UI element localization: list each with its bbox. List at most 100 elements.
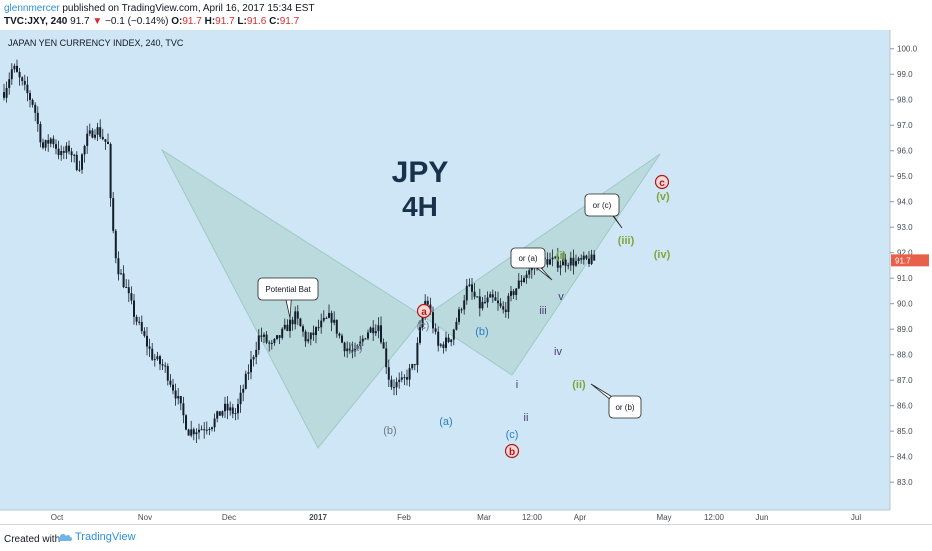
candle-body [161,364,164,366]
candle-body [328,312,330,318]
candle-body [351,350,354,352]
candle-body [125,287,128,289]
candle-body [507,295,510,313]
candle-body [499,303,502,307]
candle-body [367,332,369,339]
candle-body [556,256,559,268]
candle-body [172,384,174,391]
candle-body [432,312,434,329]
price-tick-label: 96.0 [897,147,913,156]
time-axis[interactable] [0,510,890,524]
candle-body [21,77,24,81]
candle-body [83,145,86,155]
wave-label: i [516,379,518,391]
candle-body [221,411,224,416]
candle-body [16,65,18,73]
wave-label: (b) [383,425,396,437]
author-link[interactable]: glennmercer [4,3,60,14]
candle-body [554,256,557,258]
candle-body [476,296,479,298]
candle-body [320,320,323,328]
candle-body [307,339,310,342]
candle-body [489,294,492,298]
candle-body [400,377,403,380]
candle-body [239,392,242,405]
candle-body [325,317,328,319]
candle-body [44,140,47,148]
candle-body [179,396,182,404]
candle-body [185,415,187,430]
candle-body [273,339,276,343]
candle-body [57,148,60,156]
candle-body [29,93,31,100]
candle-body [359,341,362,346]
price-tick-label: 99.0 [897,70,913,79]
candle-body [341,335,343,343]
candle-body [112,198,115,231]
wave-label: a [421,307,427,318]
candle-body [114,230,117,259]
candle-body [200,429,203,431]
last-price-tag [891,254,929,267]
candle-body [419,327,421,343]
candle-body [192,429,195,435]
price-tick-label: 91.0 [897,274,913,283]
candle-body [517,280,520,289]
price-tick-label: 85.0 [897,427,913,436]
wave-label: (iv) [654,249,671,261]
price-change: −0.1 (−0.14%) [105,16,169,27]
wave-label: v [558,291,564,303]
candle-body [361,338,364,342]
low-value: 91.6 [246,16,267,27]
candle-body [445,337,447,348]
candle-body [549,259,551,265]
callout-fill [512,249,544,267]
price-chart[interactable]: JAPAN YEN CURRENCY INDEX, 240, TVC JPY 4… [0,30,932,524]
candle-body [512,291,515,296]
candle-body [237,404,239,414]
candle-body [99,127,102,137]
time-tick-label: 12:00 [704,513,725,522]
high-label: H: [204,16,216,27]
candle-body [164,365,167,367]
price-tick-label: 93.0 [897,223,913,232]
cloud-icon [58,533,72,541]
candle-body [546,259,549,265]
candle-body [88,130,91,134]
candle-body [252,357,255,360]
wave-label: (v) [656,191,670,203]
candle-body [130,293,133,301]
wave-label: (i) [556,250,567,262]
callout-text: or (c) [593,201,612,210]
price-tick-label: 84.0 [897,453,913,462]
candle-body [234,413,237,415]
candle-body [73,154,76,156]
candle-body [177,396,180,399]
candle-body [94,134,96,138]
tradingview-brand[interactable]: TradingView [58,531,136,543]
candle-body [117,258,120,275]
candle-body [562,259,564,266]
candle-body [26,84,29,94]
price-axis[interactable] [890,30,932,524]
price-tick-label: 98.0 [897,96,913,105]
candle-body [276,335,278,340]
chart-title: JAPAN YEN CURRENCY INDEX, 240, TVC [8,38,184,48]
candle-body [572,257,575,266]
candle-body [588,258,590,264]
candle-body [551,257,554,260]
candle-body [182,403,185,416]
time-tick-label: Mar [477,513,491,522]
candle-body [268,342,271,344]
candle-body [34,104,37,113]
candle-body [338,333,341,336]
publish-line: glennmercer published on TradingView.com… [4,3,315,14]
candle-body [122,273,125,288]
down-arrow-icon: ▼ [92,16,103,27]
candle-body [458,309,460,322]
watermark-line-1: JPY [392,156,449,189]
candle-body [226,403,229,411]
price-tick-label: 90.0 [897,300,913,309]
open-value: 91.7 [182,16,202,27]
candle-body [216,411,219,419]
